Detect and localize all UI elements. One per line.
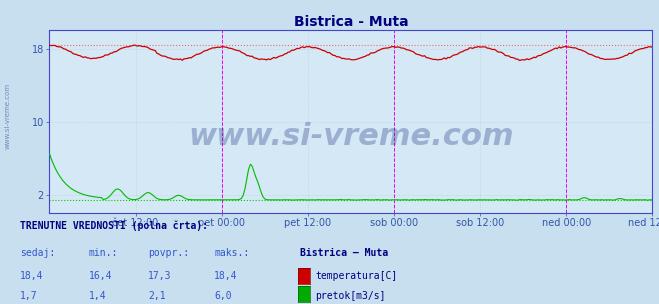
- Text: 1,7: 1,7: [20, 291, 38, 301]
- Text: 1,4: 1,4: [89, 291, 107, 301]
- Text: 18,4: 18,4: [214, 271, 238, 281]
- Text: 16,4: 16,4: [89, 271, 113, 281]
- Title: Bistrica - Muta: Bistrica - Muta: [294, 15, 408, 29]
- Text: sedaj:: sedaj:: [20, 248, 55, 258]
- Text: Bistrica – Muta: Bistrica – Muta: [300, 248, 388, 258]
- Text: temperatura[C]: temperatura[C]: [315, 271, 397, 281]
- Text: TRENUTNE VREDNOSTI (polna črta):: TRENUTNE VREDNOSTI (polna črta):: [20, 220, 208, 231]
- Text: www.si-vreme.com: www.si-vreme.com: [5, 82, 11, 149]
- Text: pretok[m3/s]: pretok[m3/s]: [315, 291, 386, 301]
- Text: 18,4: 18,4: [20, 271, 43, 281]
- Text: www.si-vreme.com: www.si-vreme.com: [188, 122, 514, 151]
- Text: 6,0: 6,0: [214, 291, 232, 301]
- Text: min.:: min.:: [89, 248, 119, 258]
- Text: 17,3: 17,3: [148, 271, 172, 281]
- Text: povpr.:: povpr.:: [148, 248, 189, 258]
- Text: 2,1: 2,1: [148, 291, 166, 301]
- Text: maks.:: maks.:: [214, 248, 249, 258]
